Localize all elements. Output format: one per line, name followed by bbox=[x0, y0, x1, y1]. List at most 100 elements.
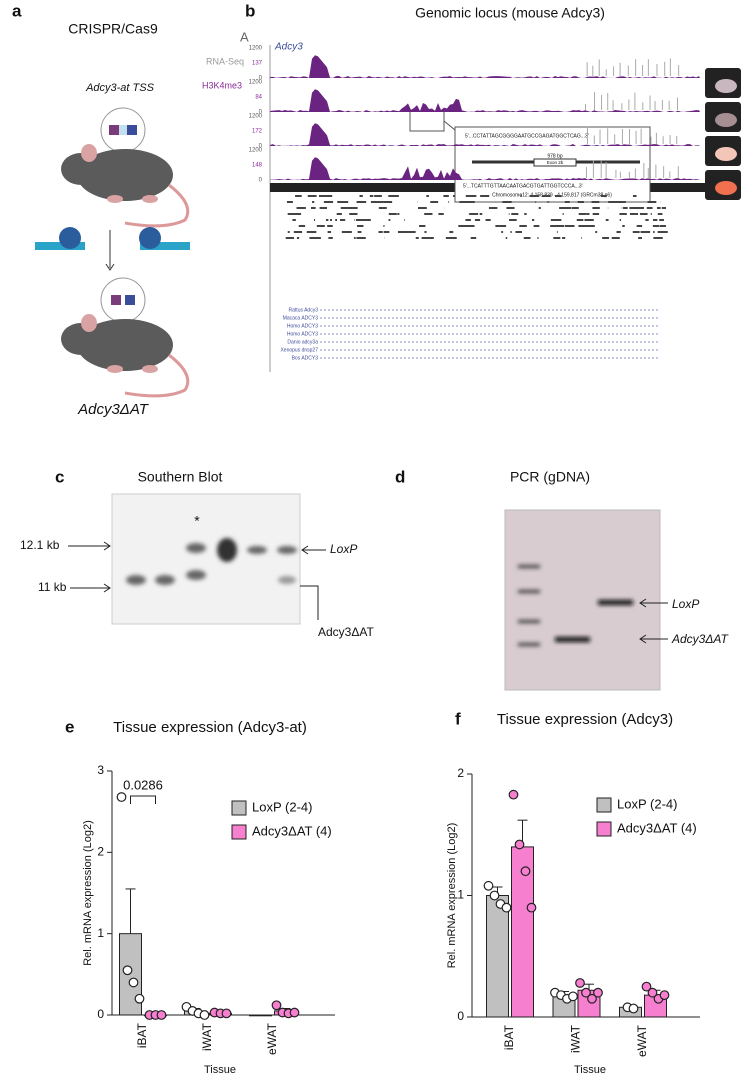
legend-swatch bbox=[231, 824, 247, 840]
data-point bbox=[575, 978, 585, 988]
icon bbox=[109, 125, 119, 135]
asterisk: * bbox=[194, 513, 200, 529]
bands bbox=[126, 538, 297, 585]
data-point bbox=[271, 1000, 282, 1011]
data-point bbox=[593, 987, 603, 998]
track-scale: 1200 bbox=[249, 114, 263, 120]
icon bbox=[119, 125, 127, 135]
icon bbox=[111, 295, 121, 305]
bands bbox=[518, 565, 633, 646]
y-tick-label: 2 bbox=[97, 845, 104, 859]
data-point bbox=[568, 991, 578, 1002]
chip-track bbox=[270, 123, 700, 146]
track-scale: 0 bbox=[259, 110, 263, 116]
connector bbox=[443, 120, 456, 131]
sample-icon bbox=[715, 113, 737, 127]
sample-icon bbox=[715, 181, 737, 195]
data-point bbox=[134, 993, 145, 1004]
data-point bbox=[587, 993, 597, 1004]
data-point bbox=[520, 866, 531, 877]
chromosome: Chromosome12: 4,158,839 - 4,159,817 (GRC… bbox=[492, 192, 612, 198]
bar bbox=[249, 1014, 272, 1017]
p-value: 0.0286 bbox=[123, 777, 163, 792]
legend-label: Adcy3ΔAT (4) bbox=[617, 820, 697, 835]
data-point bbox=[581, 987, 591, 998]
blot bbox=[111, 493, 301, 625]
zoom-circle bbox=[100, 277, 146, 323]
title: CRISPR/Cas9 bbox=[68, 21, 158, 37]
arrow bbox=[300, 585, 319, 620]
track-label: H3K4me3 bbox=[202, 80, 242, 90]
data-point bbox=[199, 1010, 210, 1020]
track-scale: 0 bbox=[259, 76, 263, 82]
x-tick-label: iWAT bbox=[569, 1024, 583, 1053]
panel-b: b Genomic locus (mouse Adcy3) A RNA-Seq … bbox=[202, 1, 741, 372]
sample-icon bbox=[715, 79, 737, 93]
track-label: RNA-Seq bbox=[206, 56, 244, 66]
x-tick-label: eWAT bbox=[635, 1024, 649, 1057]
marker: A bbox=[240, 29, 249, 44]
data-point bbox=[289, 1007, 300, 1018]
legend-label: LoxP (2-4) bbox=[252, 799, 312, 814]
legend-label: Adcy3ΔAT (4) bbox=[252, 823, 332, 838]
mouse bbox=[59, 142, 190, 228]
track-scale: 137 bbox=[252, 61, 263, 67]
arrow bbox=[639, 634, 647, 644]
data-point bbox=[156, 1010, 167, 1020]
panel-c: c Southern Blot * 12.1 kb 11 kb LoxP Adc… bbox=[20, 467, 374, 639]
data-point bbox=[128, 977, 139, 988]
data-point bbox=[221, 1008, 232, 1019]
y-axis-label: Rel. mRNA expression (Log2) bbox=[82, 820, 94, 966]
data-point bbox=[116, 792, 127, 802]
data-point bbox=[122, 965, 133, 976]
allele-label: Adcy3ΔAT bbox=[318, 625, 374, 639]
y-tick-label: 2 bbox=[457, 766, 464, 780]
legend-swatch bbox=[231, 800, 247, 816]
x-axis-label: Tissue bbox=[574, 1064, 606, 1076]
result-label: Adcy3ΔAT bbox=[77, 401, 150, 418]
panel-label: e bbox=[65, 717, 74, 736]
species-label: Homo ADCY3 bbox=[287, 323, 318, 329]
panel-label: d bbox=[395, 467, 405, 486]
panel-d: d PCR (gDNA) LoxP Adcy3ΔAT bbox=[395, 467, 730, 691]
legend-swatch bbox=[596, 821, 612, 837]
data-point bbox=[483, 880, 494, 891]
chip-track bbox=[270, 55, 700, 78]
panel-label: b bbox=[245, 1, 255, 20]
allele-label: LoxP bbox=[672, 597, 699, 611]
data-point bbox=[489, 890, 500, 901]
y-tick-label: 0 bbox=[457, 1009, 464, 1023]
species-label: Homo ADCY3 bbox=[287, 331, 318, 337]
size-label: 12.1 kb bbox=[20, 538, 60, 552]
chart-title: Tissue expression (Adcy3-at) bbox=[113, 719, 307, 736]
track-scale: 84 bbox=[255, 95, 262, 101]
chart-title: Tissue expression (Adcy3) bbox=[497, 711, 673, 728]
species-label: Rattus Adcy3 bbox=[289, 307, 319, 313]
allele-label: Adcy3ΔAT bbox=[671, 632, 730, 646]
sequence: 5'...TCATTTGTTAACAATGACGTGATTGGTCCCA...3… bbox=[463, 183, 583, 189]
x-tick-label: iWAT bbox=[200, 1022, 214, 1051]
x-tick-label: iBAT bbox=[502, 1024, 516, 1050]
species-label: Danio adcy3a bbox=[287, 339, 318, 345]
mouse bbox=[59, 312, 190, 398]
zoom-box bbox=[409, 110, 445, 132]
legend-label: LoxP (2-4) bbox=[617, 796, 677, 811]
x-tick-label: iBAT bbox=[135, 1022, 149, 1048]
x-tick-label: eWAT bbox=[265, 1022, 279, 1055]
data-point bbox=[508, 789, 519, 800]
length: 978 bp bbox=[547, 153, 563, 159]
exon bbox=[533, 158, 577, 167]
gene-label: Adcy3 bbox=[274, 42, 303, 53]
inset: 5'...CCTATTAGCGGGGAATGCCGAGATGGCTCAG...3… bbox=[409, 110, 651, 203]
species-label: Xenopus dnsp27 bbox=[280, 347, 318, 353]
sequence: 5'...CCTATTAGCGGGGAATGCCGAGATGGCTCAG...3… bbox=[465, 133, 589, 139]
sample-icon bbox=[715, 147, 737, 161]
crispr-icon bbox=[35, 227, 190, 250]
data-point bbox=[514, 839, 525, 850]
data-point bbox=[641, 981, 652, 992]
arrow bbox=[639, 598, 647, 608]
y-tick-label: 1 bbox=[457, 888, 464, 902]
track-scale: 148 bbox=[252, 163, 263, 169]
data-point bbox=[659, 990, 670, 1001]
chip-track bbox=[270, 157, 700, 180]
